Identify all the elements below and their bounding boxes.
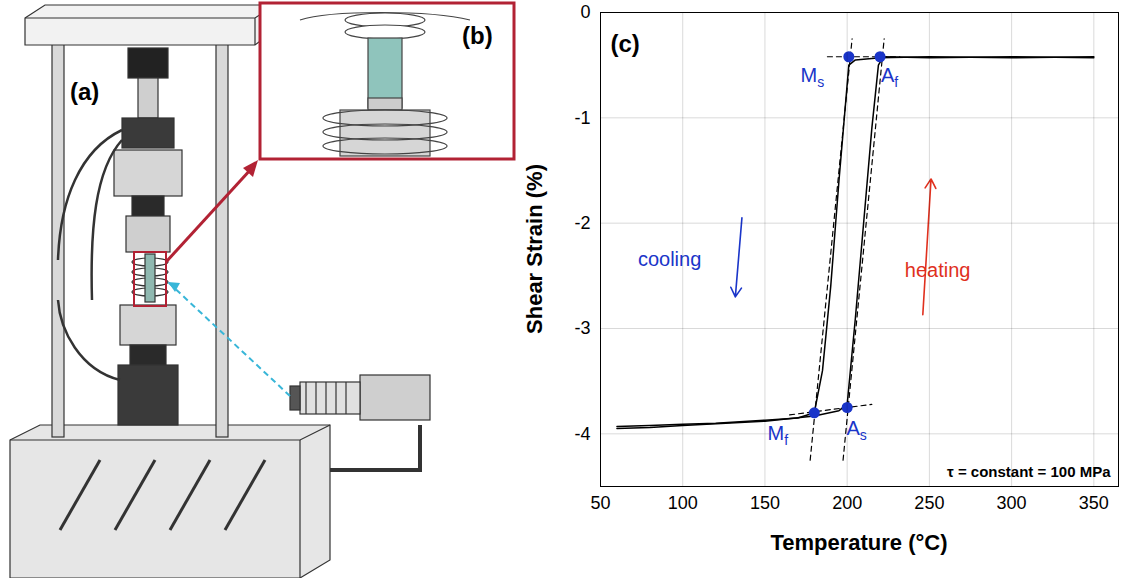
svg-text:Shear Strain (%): Shear Strain (%): [522, 164, 547, 334]
svg-text:250: 250: [914, 493, 944, 513]
svg-text:heating: heating: [905, 259, 971, 281]
svg-text:(b): (b): [462, 22, 493, 49]
svg-text:τ = constant = 100 MPa: τ = constant = 100 MPa: [947, 463, 1111, 480]
svg-text:Temperature (°C): Temperature (°C): [770, 530, 947, 555]
svg-text:(a): (a): [70, 78, 99, 105]
svg-text:300: 300: [997, 493, 1027, 513]
svg-text:350: 350: [1079, 493, 1109, 513]
svg-text:-4: -4: [574, 424, 590, 444]
svg-text:(c): (c): [611, 30, 640, 57]
svg-text:-3: -3: [574, 318, 590, 338]
svg-text:50: 50: [590, 493, 610, 513]
svg-text:0: 0: [580, 2, 590, 22]
svg-text:-2: -2: [574, 213, 590, 233]
svg-text:Ms: Ms: [800, 64, 824, 90]
svg-text:150: 150: [750, 493, 780, 513]
svg-text:As: As: [846, 417, 866, 443]
svg-text:200: 200: [832, 493, 862, 513]
svg-text:Mf: Mf: [767, 422, 788, 448]
svg-text:100: 100: [668, 493, 698, 513]
svg-text:-1: -1: [574, 108, 590, 128]
svg-text:Af: Af: [881, 64, 898, 90]
svg-text:cooling: cooling: [638, 248, 701, 270]
